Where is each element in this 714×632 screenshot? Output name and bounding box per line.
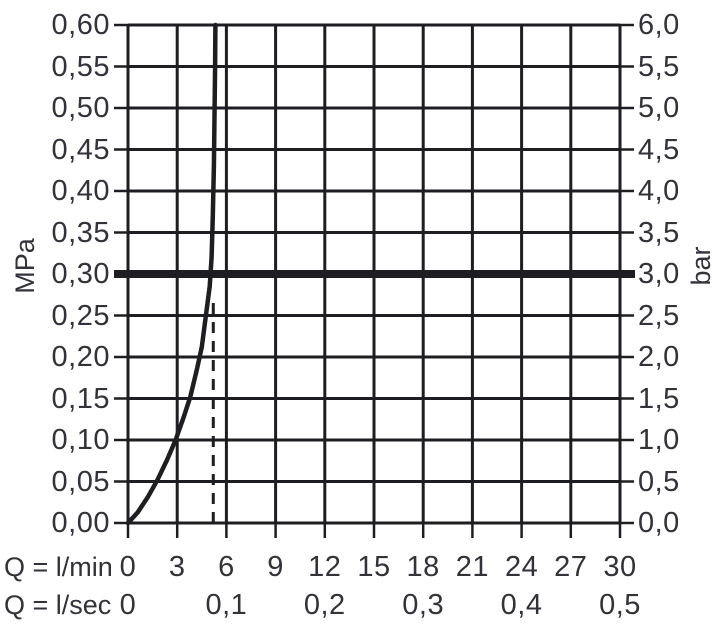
x-axis-lmin-tick-label: 18: [406, 551, 440, 583]
flow-pressure-curve: [125, 22, 218, 526]
x-axis-secondary-title: Q = l/sec: [4, 590, 112, 620]
x-axis-lsec-tick-label: 0,3: [402, 589, 445, 621]
y-axis-right-title: bar: [686, 246, 714, 286]
y-axis-right-tick-label: 3,0: [638, 258, 680, 290]
x-axis-lmin-tick-label: 30: [603, 551, 637, 583]
x-axis-lsec-tick-label: 0,2: [303, 589, 346, 621]
y-axis-left-tick-label: 0,45: [51, 133, 110, 166]
y-axis-left-tick-label: 0,55: [51, 50, 110, 83]
y-axis-right-tick-label: 3,5: [638, 216, 680, 249]
x-axis-lmin-tick-label: 6: [218, 551, 235, 583]
y-axis-left-tick-label: 0,25: [51, 299, 110, 332]
y-axis-left-tick-label: 0,05: [51, 465, 110, 498]
y-axis-left-tick-label: 0,50: [51, 92, 110, 124]
y-axis-right-tick-label: 1,5: [638, 382, 680, 415]
y-axis-right-tick-label: 5,5: [638, 50, 680, 83]
y-axis-left-tick-label: 0,15: [51, 382, 110, 415]
y-axis-left-tick-label: 0,40: [51, 175, 110, 207]
x-axis-lsec-tick-label: 0,4: [500, 589, 543, 621]
x-axis-lmin-tick-label: 21: [455, 551, 490, 583]
y-axis-right-tick-label: 1,0: [638, 424, 680, 456]
x-axis-lsec-tick-label: 0,5: [599, 589, 641, 621]
y-axis-right-tick-label: 5,0: [638, 92, 680, 124]
x-axis-lmin-tick-label: 27: [554, 551, 588, 583]
y-axis-right-tick-label: 4,5: [638, 133, 680, 166]
y-axis-left-tick-label: 0,30: [51, 258, 110, 290]
x-axis-lmin-tick-label: 0: [119, 551, 137, 583]
x-axis-lsec-tick-label: 0,1: [205, 589, 248, 621]
y-axis-left-tick-label: 0,10: [51, 424, 110, 456]
y-axis-right-tick-label: 2,0: [638, 341, 680, 373]
x-axis-lmin-tick-label: 3: [168, 551, 186, 583]
y-axis-right-tick-label: 0,5: [638, 465, 680, 498]
x-axis-primary-title: Q = l/min: [4, 552, 113, 582]
y-axis-right-tick-label: 2,5: [638, 299, 680, 332]
x-axis-lmin-tick-label: 9: [267, 551, 284, 583]
y-axis-left-title: MPa: [10, 238, 40, 294]
y-axis-right-tick-label: 6,0: [638, 9, 680, 41]
y-axis-left-tick-label: 0,00: [51, 507, 110, 539]
y-axis-left-tick-label: 0,60: [51, 9, 110, 41]
y-axis-left-tick-label: 0,20: [51, 341, 110, 373]
y-axis-left-tick-label: 0,35: [51, 216, 110, 249]
y-axis-right-tick-label: 4,0: [638, 175, 680, 207]
y-axis-right-tick-label: 0,0: [638, 507, 680, 539]
x-axis-lsec-tick-label: 0: [119, 589, 137, 621]
x-axis-lmin-tick-label: 24: [504, 551, 539, 583]
x-axis-lmin-tick-label: 15: [357, 551, 391, 583]
x-axis-lmin-tick-label: 12: [308, 551, 342, 583]
